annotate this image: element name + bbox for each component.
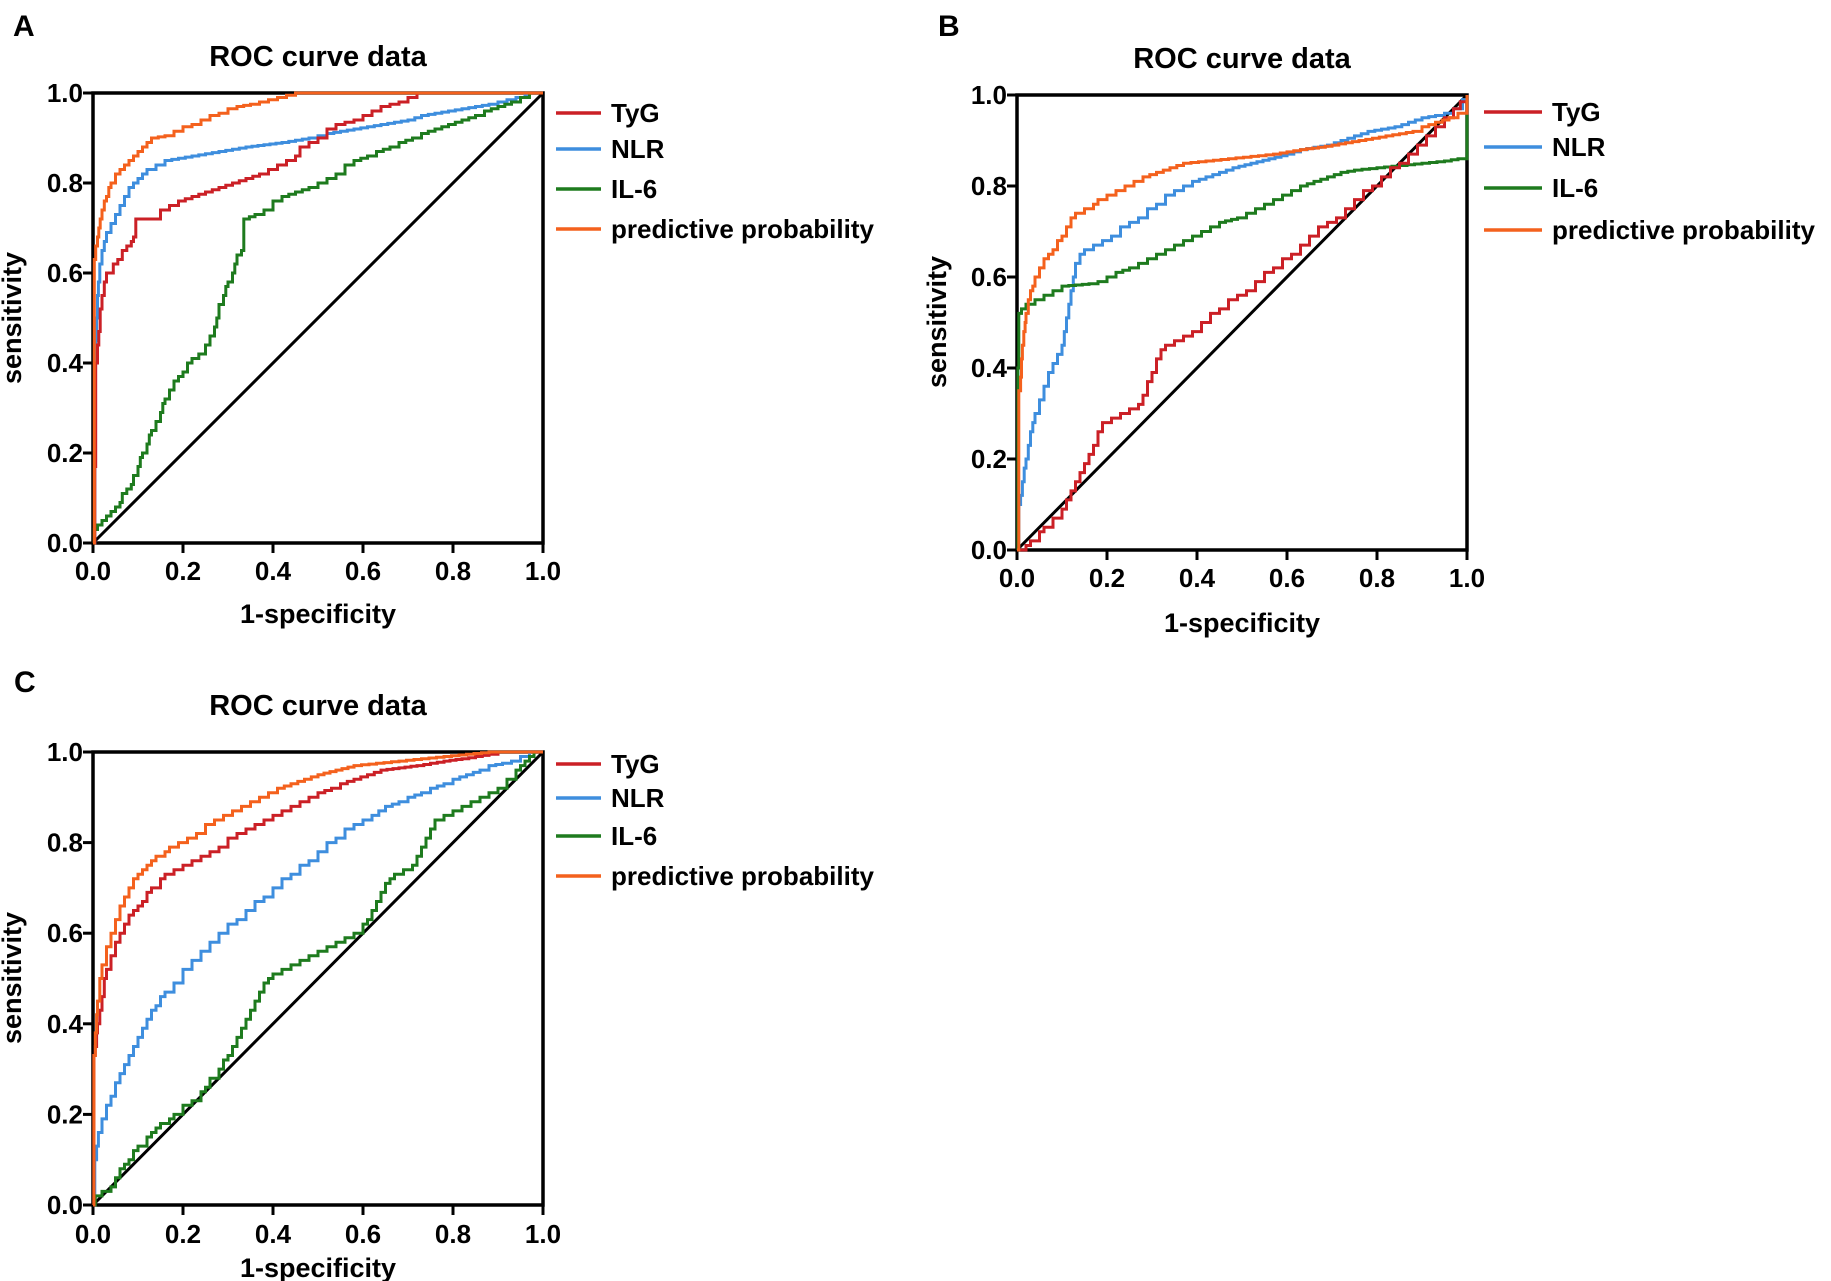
y-tick-label: 1.0 (47, 78, 83, 108)
panel-c: C ROC curve data 0.0 0.2 0.4 0.6 0.8 1.0 0.0 0.2 0… (0, 666, 874, 1281)
x-tick-label: 0.0 (999, 563, 1035, 593)
y-tick-label: 0.2 (47, 438, 83, 468)
legend-label-nlr: NLR (1552, 132, 1606, 162)
roc-curve-tyg (92, 750, 543, 1207)
x-tick-label: 0.4 (1179, 563, 1216, 593)
y-tick-label: 0.2 (47, 1099, 83, 1129)
panel-letter: A (13, 10, 35, 43)
roc-curve-tyg (1017, 95, 1469, 552)
roc-curve-nlr (93, 91, 543, 545)
x-axis-label: 1-specificity (240, 1253, 396, 1281)
panel-letter: C (14, 666, 36, 699)
legend-label-tyg: TyG (1552, 97, 1601, 127)
y-tick-label: 0.8 (47, 168, 83, 198)
legend-label-il-6: IL-6 (611, 821, 657, 851)
x-tick-label: 0.4 (255, 556, 292, 586)
x-tick-label: 1.0 (1449, 563, 1485, 593)
y-axis-label: sensitivity (0, 252, 27, 384)
x-tick-label: 0.6 (1269, 563, 1305, 593)
chart-title: ROC curve data (209, 41, 427, 73)
x-tick-label: 1.0 (525, 1219, 561, 1249)
x-tick-label: 0.0 (75, 556, 111, 586)
x-tick-label: 0.6 (345, 1219, 381, 1249)
y-tick-label: 1.0 (47, 737, 83, 767)
y-tick-label: 0.8 (971, 171, 1007, 201)
panel-letter: B (938, 10, 960, 43)
legend-label-tyg: TyG (611, 749, 660, 779)
roc-curve-nlr (93, 750, 543, 1198)
x-tick-label: 0.0 (75, 1219, 111, 1249)
x-axis-label: 1-specificity (240, 599, 396, 629)
legend-label-il-6: IL-6 (1552, 173, 1598, 203)
legend-label-nlr: NLR (611, 134, 665, 164)
legend-label-predictive-probability: predictive probability (611, 861, 874, 891)
x-tick-label: 0.6 (345, 556, 381, 586)
y-tick-label: 0.4 (971, 353, 1008, 383)
roc-curve-predictive-probability (92, 91, 543, 545)
plot-border (91, 750, 545, 1207)
x-tick-label: 0.8 (435, 556, 471, 586)
y-tick-label: 1.0 (971, 80, 1007, 110)
y-tick-label: 0.2 (971, 444, 1007, 474)
legend-label-il-6: IL-6 (611, 174, 657, 204)
roc-curve-tyg (93, 91, 543, 545)
plot-border (1015, 93, 1469, 552)
panel-b: B ROC curve data 0.0 0.2 0.4 0.6 0.8 1.0 0.0 0.2 0… (922, 10, 1815, 638)
legend-label-predictive-probability: predictive probability (611, 214, 874, 244)
chart-title: ROC curve data (1133, 43, 1351, 75)
y-tick-label: 0.4 (47, 348, 84, 378)
x-tick-label: 0.2 (165, 1219, 201, 1249)
y-tick-label: 0.6 (47, 918, 83, 948)
x-tick-label: 0.4 (255, 1219, 292, 1249)
y-tick-label: 0.4 (47, 1009, 84, 1039)
y-tick-label: 0.0 (47, 1190, 83, 1220)
y-tick-label: 0.0 (971, 535, 1007, 565)
reference-diagonal (91, 91, 545, 545)
y-tick-label: 0.0 (47, 528, 83, 558)
x-tick-label: 1.0 (525, 556, 561, 586)
reference-diagonal (91, 750, 545, 1207)
y-tick-label: 0.6 (47, 258, 83, 288)
roc-curve-il-6 (92, 91, 543, 545)
x-tick-label: 0.2 (1089, 563, 1125, 593)
y-axis-label: sensitivity (0, 912, 27, 1044)
x-axis-label: 1-specificity (1164, 608, 1320, 638)
x-tick-label: 0.8 (435, 1219, 471, 1249)
x-tick-label: 0.2 (165, 556, 201, 586)
legend-label-nlr: NLR (611, 783, 665, 813)
legend-label-predictive-probability: predictive probability (1552, 215, 1815, 245)
y-tick-label: 0.6 (971, 262, 1007, 292)
panel-a: A ROC curve data 0.0 0.2 0.4 0.6 0.8 1.0 0.0 0.2 0… (0, 10, 874, 629)
y-tick-label: 0.8 (47, 828, 83, 858)
y-axis-label: sensitivity (922, 256, 952, 388)
roc-curve-il-6 (93, 750, 543, 1207)
legend-label-tyg: TyG (611, 98, 660, 128)
x-tick-label: 0.8 (1359, 563, 1395, 593)
roc-curve-predictive-probability (1017, 95, 1469, 552)
chart-title: ROC curve data (209, 690, 427, 722)
roc-curve-nlr (1017, 95, 1469, 552)
roc-curve-predictive-probability (92, 750, 543, 1207)
